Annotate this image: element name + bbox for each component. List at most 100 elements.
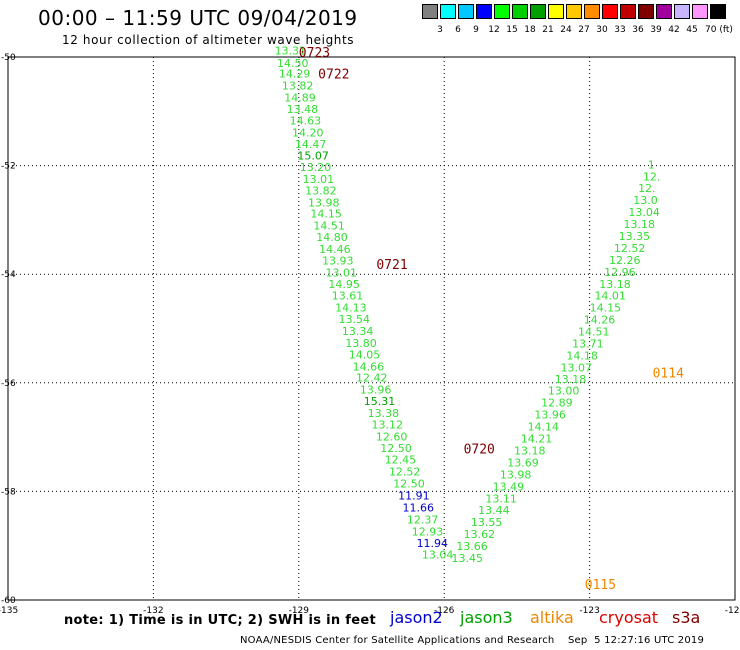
swh-reading: 12.52 [389, 466, 421, 479]
swh-reading: 14.95 [328, 278, 360, 291]
swh-reading: 13.04 [422, 549, 454, 562]
color-swatch [548, 4, 564, 19]
color-scale-label: 12 [488, 25, 500, 35]
color-swatch [710, 4, 726, 19]
color-scale-label: 21 [542, 25, 554, 35]
map-frame [7, 56, 736, 601]
color-swatch [458, 4, 474, 19]
pass-time-label: 0720 [464, 442, 495, 457]
swh-reading: 13.11 [485, 492, 517, 505]
color-scale-label: 27 [578, 25, 590, 35]
swh-reading: 12.60 [376, 430, 408, 443]
swh-reading: 1 [648, 158, 655, 171]
color-swatch [638, 4, 654, 19]
swh-reading: 13.49 [493, 480, 524, 493]
swh-reading: 13.54 [339, 313, 371, 326]
swh-reading: 13.62 [464, 528, 496, 541]
swh-reading: 14.63 [290, 114, 322, 127]
swh-reading: 14.66 [353, 360, 385, 373]
satellite-legend-item: jason2 [390, 608, 443, 627]
color-swatch [476, 4, 492, 19]
y-tick-label: -50 [1, 53, 16, 63]
swh-reading: 12.50 [393, 478, 425, 491]
y-tick-label: -60 [1, 596, 16, 606]
color-swatch [530, 4, 546, 19]
swh-reading: 12. [643, 170, 661, 183]
x-tick-label: -129 [289, 606, 310, 616]
color-swatch [440, 4, 456, 19]
swh-reading: 14.21 [521, 433, 553, 446]
swh-reading: 14.13 [335, 302, 367, 315]
swh-reading: 13.96 [360, 384, 392, 397]
swh-reading: 13.31 [275, 44, 307, 57]
swh-reading: 14.80 [316, 231, 348, 244]
y-tick-label: -58 [1, 487, 16, 497]
swh-reading: 14.26 [584, 314, 616, 327]
swh-reading: 12.52 [614, 242, 646, 255]
y-tick-label: -54 [1, 270, 16, 280]
credit-line: NOAA/NESDIS Center for Satellite Applica… [240, 635, 705, 646]
swh-reading: 13.55 [471, 516, 503, 529]
y-tick-label: -56 [1, 379, 16, 389]
swh-reading: 13.82 [305, 184, 337, 197]
swh-reading: 13.07 [561, 361, 593, 374]
satellite-legend-item: cryosat [599, 608, 659, 627]
swh-reading: 13.48 [287, 103, 319, 116]
satellite-legend-item: s3a [672, 608, 701, 627]
x-tick-label: -126 [434, 606, 455, 616]
swh-reading: 13.69 [507, 456, 539, 469]
color-scale-label: 33 [614, 25, 626, 35]
swh-reading: 14.51 [578, 326, 610, 339]
swh-reading: 13.04 [628, 206, 660, 219]
swh-reading: 13.44 [478, 504, 510, 517]
swh-reading: 11.94 [417, 537, 449, 550]
swh-reading: 14.15 [310, 208, 342, 221]
swh-reading: 14.01 [594, 290, 626, 303]
pass-time-label: 0721 [376, 258, 407, 273]
swh-reading: 13.96 [534, 409, 566, 422]
color-scale-label: 15 [506, 25, 518, 35]
color-swatch [512, 4, 528, 19]
swh-reading: 12.93 [412, 525, 444, 538]
swh-reading: 13.0 [633, 194, 658, 207]
pass-time-label: 0115 [585, 578, 616, 593]
page-subtitle: 12 hour collection of altimeter wave hei… [62, 33, 355, 47]
x-tick-label: -135 [0, 606, 18, 616]
swh-reading: 13.66 [456, 540, 488, 553]
color-scale-label: 18 [524, 25, 536, 35]
color-scale-label: 24 [560, 25, 572, 35]
swh-reading: 13.00 [548, 385, 580, 398]
swh-reading: 14.89 [284, 92, 316, 105]
color-swatch [494, 4, 510, 19]
satellite-legend-item: jason3 [460, 608, 513, 627]
color-swatch [422, 4, 438, 19]
swh-reading: 12.45 [385, 454, 417, 467]
footnote: note: 1) Time is in UTC; 2) SWH is in fe… [64, 613, 376, 628]
swh-reading: 14.20 [292, 126, 324, 139]
swh-reading: 12.42 [356, 372, 388, 385]
color-swatch [656, 4, 672, 19]
x-tick-label: -123 [579, 606, 599, 616]
swh-reading: 13.80 [345, 337, 377, 350]
swh-reading: 14.50 [277, 57, 309, 70]
swh-reading: 12.89 [541, 397, 573, 410]
color-swatch [566, 4, 582, 19]
swh-reading: 12.37 [407, 513, 439, 526]
swh-reading: 13.18 [624, 218, 656, 231]
pass-time-label: 0723 [299, 46, 330, 61]
swh-reading: 14.51 [313, 220, 345, 233]
x-tick-label: -120 [725, 606, 740, 616]
swh-reading: 13.98 [500, 468, 531, 481]
swh-reading: 13.34 [342, 325, 374, 338]
color-scale-label: 39 [650, 25, 662, 35]
color-scale-label: 42 [668, 25, 680, 35]
swh-reading: 13.61 [332, 290, 364, 303]
page-title: 00:00 – 11:59 UTC 09/04/2019 [38, 6, 358, 30]
swh-reading: 14.18 [566, 349, 598, 362]
color-swatch [692, 4, 708, 19]
swh-reading: 14.46 [319, 243, 351, 256]
swh-reading: 14.29 [279, 68, 311, 81]
color-swatch [674, 4, 690, 19]
x-tick-label: -132 [143, 606, 163, 616]
